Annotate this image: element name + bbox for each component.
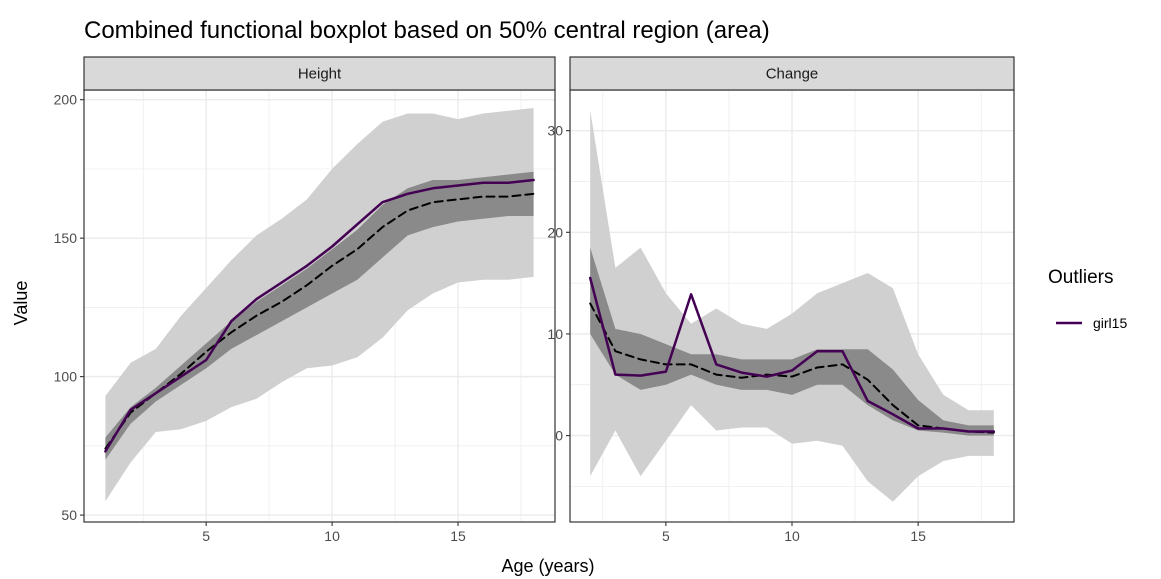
height-y-tick-label: 150 [54,230,78,246]
change-y-tick-label: 10 [547,326,563,342]
y-axis-title: Value [11,281,31,326]
change-strip-label: Change [766,66,819,83]
change-strip [569,56,1015,91]
change-y-tick-label: 20 [547,224,563,240]
chart-title: Combined functional boxplot based on 50%… [84,17,770,44]
change-x-tick-label: 15 [910,528,926,544]
height-y-tick-label: 50 [61,507,77,523]
height-y-tick-label: 200 [54,92,78,108]
panel-height: Height 5 10 15 50 100 150 200 [54,56,556,544]
height-median-line [104,192,535,450]
height-x-tick-label: 15 [450,528,466,544]
height-x-tick-label: 5 [202,528,210,544]
height-x-tick-label: 10 [324,528,340,544]
height-outlier-girl15 [104,178,535,453]
height-central-band [105,171,534,460]
change-y-tick-label: 30 [547,123,563,139]
panel-change: Change 5 10 15 0 10 20 30 [547,56,1015,544]
height-strip [83,56,556,91]
change-x-tick-label: 10 [784,528,800,544]
legend-title: Outliers [1048,267,1113,288]
legend-label-girl15: girl15 [1093,315,1127,331]
height-y-tick-label: 100 [54,369,78,385]
height-major-grid [84,90,555,522]
change-x-tick-label: 5 [662,528,670,544]
height-strip-label: Height [298,66,342,83]
change-median-line [589,302,995,434]
legend: Outliers girl15 [1048,267,1127,331]
change-y-tick-label: 0 [555,428,563,444]
x-axis-title: Age (years) [501,556,594,576]
change-outlier-girl15 [588,276,996,433]
change-central-band [590,247,994,436]
